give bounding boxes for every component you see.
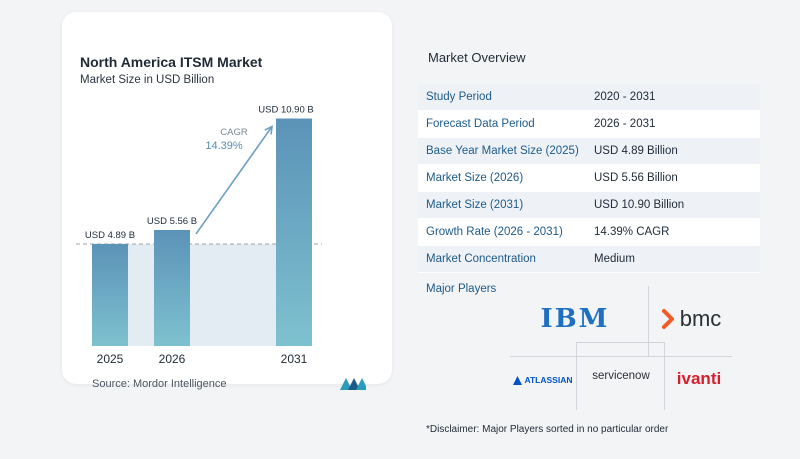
- bar: [154, 229, 190, 346]
- overview-row-value: 14.39% CAGR: [594, 226, 670, 238]
- overview-row-label: Market Size (2026): [426, 172, 524, 184]
- data-label: USD 4.89 B: [85, 230, 135, 241]
- overview-row-value: USD 4.89 Billion: [594, 145, 678, 157]
- bar-chart: USD 4.89 B 2025 USD 5.56 B 2026 USD 10.90 B 2…: [76, 105, 322, 366]
- x-tick-label: 2031: [281, 352, 308, 366]
- overview-row-value: USD 10.90 Billion: [594, 199, 685, 211]
- chart-title: North America ITSM Market: [80, 54, 263, 70]
- overview-row-value: 2020 - 2031: [594, 91, 656, 103]
- divider-h: [510, 356, 732, 357]
- atlassian-logo: ATLASSIAN: [510, 368, 576, 392]
- overview-row: Market Size (2031) USD 10.90 Billion: [418, 192, 760, 219]
- ibm-logo: IBM: [540, 304, 610, 334]
- x-tick-label: 2026: [159, 352, 186, 366]
- cagr-label: CAGR: [220, 127, 248, 138]
- overview-row: Base Year Market Size (2025) USD 4.89 Bil…: [418, 138, 760, 165]
- chart-card: North America ITSM Market Market Size in…: [62, 12, 392, 390]
- overview-row: Forecast Data Period 2026 - 2031: [418, 111, 760, 138]
- cagr-value: 14.39%: [205, 140, 243, 152]
- servicenow-logo: servicenow: [592, 370, 650, 382]
- chart-subtitle: Market Size in USD Billion: [80, 74, 215, 86]
- overview-row-label: Base Year Market Size (2025): [426, 145, 579, 157]
- overview-table: Study Period 2020 - 2031 Forecast Data Per…: [418, 84, 760, 273]
- source-text: Source: Mordor Intelligence: [92, 378, 227, 390]
- overview-row: Market Concentration Medium: [418, 246, 760, 273]
- mordor-logo-icon: [340, 378, 366, 390]
- divider-v-top: [648, 286, 649, 356]
- bmc-logo: bmc: [650, 304, 732, 334]
- cagr-arrow: [195, 126, 273, 235]
- reference-band: [92, 243, 312, 346]
- bar: [276, 118, 312, 347]
- data-label: USD 5.56 B: [147, 216, 197, 227]
- data-label: USD 10.90 B: [258, 105, 313, 116]
- bar: [92, 243, 128, 346]
- divider-v-left: [576, 342, 577, 410]
- overview-row-value: Medium: [594, 253, 635, 265]
- overview-row-label: Market Concentration: [426, 253, 536, 265]
- overview-row-value: 2026 - 2031: [594, 118, 656, 130]
- players-logos: IBM bmc ATLASSIAN servicenow ivanti: [510, 286, 732, 410]
- overview-row: Study Period 2020 - 2031: [418, 84, 760, 111]
- atlassian-mark-icon: [513, 375, 523, 385]
- overview-row-label: Forecast Data Period: [426, 118, 535, 130]
- overview-title: Market Overview: [428, 50, 526, 65]
- divider-v-right: [664, 342, 665, 410]
- cagr-arrow-head: [264, 125, 273, 135]
- x-tick-label: 2025: [97, 352, 124, 366]
- overview-row: Growth Rate (2026 - 2031) 14.39% CAGR: [418, 219, 760, 246]
- disclaimer: *Disclaimer: Major Players sorted in no …: [426, 424, 669, 435]
- overview-row: Market Size (2026) USD 5.56 Billion: [418, 165, 760, 192]
- overview-row-value: USD 5.56 Billion: [594, 172, 678, 184]
- overview-row-label: Market Size (2031): [426, 199, 524, 211]
- overview-row-label: Growth Rate (2026 - 2031): [426, 226, 563, 238]
- divider-h-mid: [576, 342, 664, 343]
- ivanti-logo: ivanti: [676, 369, 722, 388]
- overview-row-label: Study Period: [426, 91, 492, 103]
- major-players-label: Major Players: [426, 283, 497, 295]
- bmc-chevron-icon: [661, 309, 674, 329]
